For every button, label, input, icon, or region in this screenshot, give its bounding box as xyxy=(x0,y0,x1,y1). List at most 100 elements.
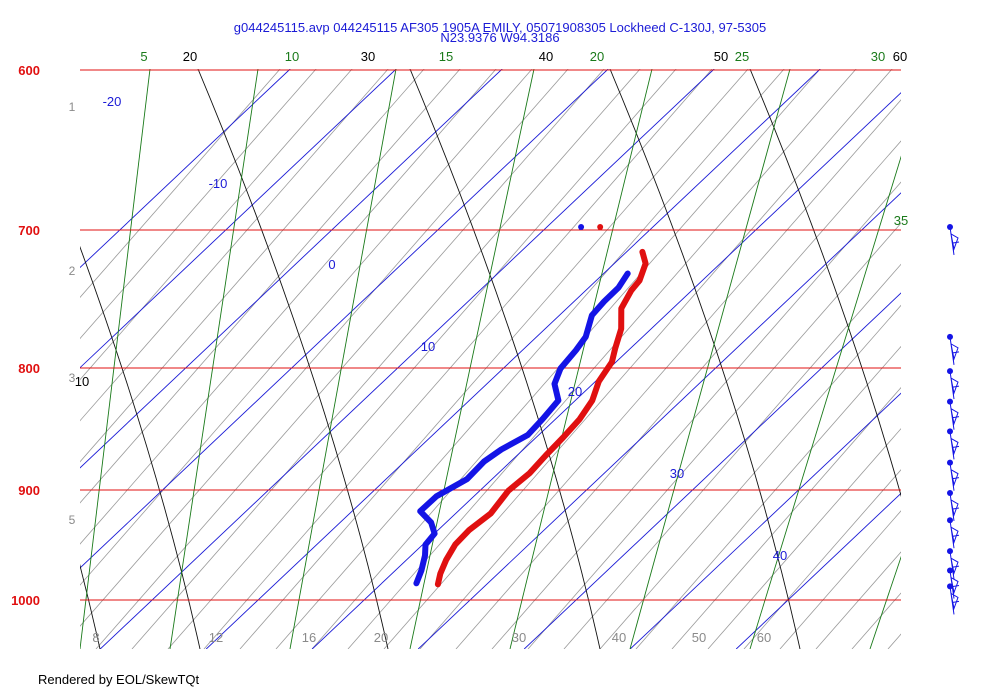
moist-adiabat-line xyxy=(80,245,201,649)
moist-adiabat-line xyxy=(409,69,601,649)
isotherm-line xyxy=(629,392,901,649)
sounding-point xyxy=(578,223,585,230)
pressure-label: 700 xyxy=(18,223,40,238)
dry-adiabat-line xyxy=(347,69,857,649)
isotherm-label: 0 xyxy=(328,257,335,272)
bottom-axis-label: 16 xyxy=(302,630,316,645)
dry-adiabat-line xyxy=(599,304,901,649)
top-axis-label: 40 xyxy=(539,49,553,64)
wind-barb xyxy=(949,551,960,580)
wind-barb xyxy=(949,401,960,430)
moist-adiabat-line xyxy=(197,69,389,649)
dry-adiabat-line xyxy=(95,69,605,649)
pressure-label: 800 xyxy=(18,361,40,376)
bottom-axis-label: 50 xyxy=(692,630,706,645)
top-axis-label: 30 xyxy=(361,49,375,64)
dry-adiabat-line xyxy=(527,222,901,649)
chart-subtitle: N23.9376 W94.3186 xyxy=(440,30,559,45)
bottom-axis-label: 40 xyxy=(612,630,626,645)
dry-adiabat-line xyxy=(239,69,749,649)
dry-adiabat-line xyxy=(80,69,317,340)
isotherm-line xyxy=(523,292,901,649)
dry-adiabat-line xyxy=(707,428,901,649)
top-axis-label: 60 xyxy=(893,49,907,64)
wind-barb xyxy=(949,586,960,615)
wind-barb xyxy=(949,336,960,365)
isotherm-label: -20 xyxy=(103,94,122,109)
dry-adiabat-line xyxy=(815,551,901,649)
dry-adiabat-line xyxy=(80,69,533,586)
top-axis-label: 30 xyxy=(871,49,885,64)
sounding-point xyxy=(597,223,604,230)
isotherm-line xyxy=(205,69,821,649)
wind-barb xyxy=(949,371,960,400)
dry-adiabat-line xyxy=(851,592,901,649)
dry-adiabat-line xyxy=(924,69,1000,649)
bottom-axis-label: 12 xyxy=(209,630,223,645)
isotherm-line xyxy=(80,69,503,469)
isotherm-label: 10 xyxy=(421,339,435,354)
isotherm-line xyxy=(311,92,901,649)
wind-barb xyxy=(949,431,960,460)
side-axis-label: 5 xyxy=(69,513,76,527)
pressure-label: 900 xyxy=(18,483,40,498)
bottom-axis-label: 8 xyxy=(92,630,99,645)
dry-adiabat-line xyxy=(80,69,389,422)
isotherm-line xyxy=(735,492,901,649)
isotherm-line xyxy=(80,69,291,269)
chart-title: g044245115.avp 044245115 AF305 1905A EMI… xyxy=(234,20,767,35)
footer-credit: Rendered by EOL/SkewTQt xyxy=(38,672,200,687)
mixing-ratio-line xyxy=(409,69,535,649)
dry-adiabat-line xyxy=(671,386,901,649)
pressure-label: 600 xyxy=(18,63,40,78)
isotherm-label: 20 xyxy=(568,384,582,399)
isotherm-line xyxy=(99,69,715,649)
wind-barb xyxy=(949,520,960,549)
dry-adiabat-line xyxy=(743,469,901,649)
temperature-profile xyxy=(434,248,649,588)
top-axis-label: 5 xyxy=(140,49,147,64)
top-axis-label: 25 xyxy=(735,49,749,64)
top-axis-label: 10 xyxy=(285,49,299,64)
dry-adiabat-line xyxy=(80,69,569,627)
top-axis-label: 20 xyxy=(590,49,604,64)
isotherm-label: 30 xyxy=(670,466,684,481)
top-axis-label: 15 xyxy=(439,49,453,64)
mixing-ratio-line xyxy=(749,155,901,649)
dry-adiabat-line xyxy=(80,69,425,463)
wind-barb xyxy=(949,492,960,522)
mixing-ratio-line xyxy=(80,69,151,649)
dry-adiabat-line xyxy=(563,263,901,649)
moist-adiabat-line xyxy=(80,563,101,649)
dry-adiabat-line xyxy=(203,69,713,649)
dry-adiabat-line xyxy=(779,510,901,649)
moist-adiabat-line xyxy=(609,69,801,649)
side-axis-label: 1 xyxy=(69,100,76,114)
dry-adiabat-line xyxy=(383,69,893,649)
dry-adiabat-line xyxy=(635,345,901,649)
dry-adiabat-line xyxy=(80,69,461,504)
dry-adiabat-line xyxy=(275,69,785,649)
mixing-ratio-line xyxy=(629,69,791,649)
dewpoint-profile xyxy=(413,270,631,587)
wind-barb xyxy=(949,462,960,491)
isotherm-line xyxy=(80,69,609,569)
right-axis-label: 35 xyxy=(894,213,908,228)
bottom-axis-label: 60 xyxy=(757,630,771,645)
mixing-ratio-line xyxy=(169,69,259,649)
bottom-axis-label: 30 xyxy=(512,630,526,645)
dry-adiabat-line xyxy=(131,69,641,649)
mixing-ratio-line xyxy=(869,555,901,649)
moist-adiabat-line xyxy=(749,69,901,498)
dry-adiabat-line xyxy=(80,69,281,299)
dry-adiabat-line xyxy=(80,69,497,545)
side-extra-label: 10 xyxy=(75,374,89,389)
dry-adiabat-line xyxy=(419,99,901,649)
isotherm-label: -10 xyxy=(209,176,228,191)
isotherm-label: 40 xyxy=(773,548,787,563)
dry-adiabat-line xyxy=(167,69,677,649)
top-axis-label: 50 xyxy=(714,49,728,64)
side-axis-label: 3 xyxy=(69,371,76,385)
